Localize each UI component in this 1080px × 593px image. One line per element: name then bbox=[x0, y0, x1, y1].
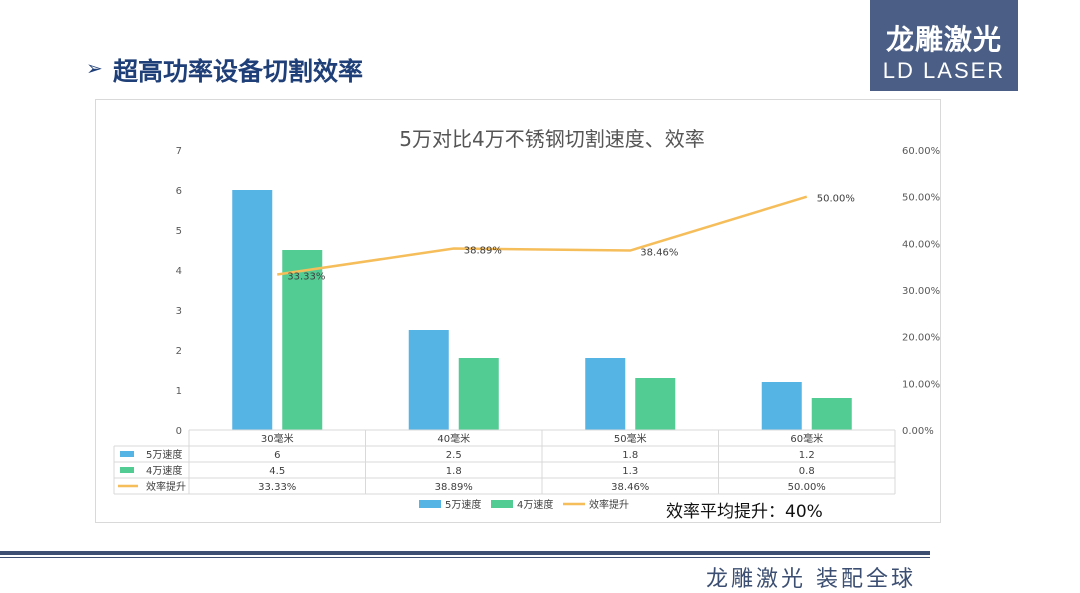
y-right-tick-label: 60.00% bbox=[902, 146, 940, 157]
table-cell-value: 33.33% bbox=[258, 482, 296, 493]
chart-container: 5万对比4万不锈钢切割速度、效率 0 1 2 3 4 5 6 7 0.00% 10.00% 20.00… bbox=[95, 99, 941, 523]
table-cell-value: 4.5 bbox=[269, 466, 285, 477]
footer-divider-thin bbox=[0, 557, 930, 558]
table-cell-value: 38.46% bbox=[611, 482, 649, 493]
table-cell-value: 2.5 bbox=[446, 450, 462, 461]
footer-divider bbox=[0, 551, 930, 555]
chart-title: 5万对比4万不锈钢切割速度、效率 bbox=[399, 127, 704, 151]
legend-label: 5万速度 bbox=[445, 498, 481, 511]
title-arrow-icon: ➢ bbox=[86, 56, 103, 80]
table-legend-swatch bbox=[120, 467, 134, 473]
y-right-tick-label: 30.00% bbox=[902, 286, 940, 297]
efficiency-data-label: 50.00% bbox=[817, 194, 855, 205]
legend-label: 效率提升 bbox=[589, 498, 629, 511]
x-category-label: 50毫米 bbox=[614, 432, 647, 445]
bar-series-a bbox=[232, 190, 273, 430]
legend-swatch bbox=[491, 500, 513, 508]
bar-series-b bbox=[458, 358, 499, 430]
table-series-name: 效率提升 bbox=[146, 480, 186, 493]
bar-series-a bbox=[408, 330, 449, 430]
table-cell-value: 1.2 bbox=[799, 450, 815, 461]
legend-swatch bbox=[419, 500, 441, 508]
x-category-label: 60毫米 bbox=[790, 432, 823, 445]
logo-chinese-text: 龙雕激光 bbox=[885, 23, 1002, 56]
y-left-tick-label: 1 bbox=[176, 386, 182, 397]
efficiency-data-label: 38.46% bbox=[640, 248, 678, 259]
table-cell-value: 38.89% bbox=[435, 482, 473, 493]
average-improvement-note: 效率平均提升：40% bbox=[666, 502, 823, 522]
table-cell-value: 6 bbox=[274, 450, 280, 461]
slide-title: 超高功率设备切割效率 bbox=[113, 57, 364, 86]
table-cell-value: 50.00% bbox=[788, 482, 826, 493]
bar-series-a bbox=[761, 382, 802, 430]
y-right-tick-label: 40.00% bbox=[902, 239, 940, 250]
efficiency-data-label: 33.33% bbox=[287, 271, 325, 282]
x-category-label: 40毫米 bbox=[437, 432, 470, 445]
y-left-tick-label: 4 bbox=[176, 266, 182, 277]
combo-chart: 5万对比4万不锈钢切割速度、效率 0 1 2 3 4 5 6 7 0.00% 10.00% 20.00… bbox=[113, 127, 940, 511]
table-cell-value: 0.8 bbox=[799, 466, 815, 477]
table-cell-value: 1.3 bbox=[622, 466, 638, 477]
table-series-name: 4万速度 bbox=[146, 464, 182, 477]
y-left-tick-label: 5 bbox=[176, 226, 182, 237]
y-left-tick-label: 6 bbox=[176, 186, 182, 197]
brand-logo: 龙雕激光 LD LASER bbox=[870, 0, 1018, 91]
x-category-label: 30毫米 bbox=[261, 432, 294, 445]
footer-slogan: 龙雕激光 装配全球 bbox=[706, 567, 916, 592]
efficiency-line bbox=[277, 195, 808, 276]
bar-series-b bbox=[811, 398, 852, 430]
y-right-tick-label: 50.00% bbox=[902, 193, 940, 204]
y-right-tick-label: 0.00% bbox=[902, 426, 934, 437]
legend-label: 4万速度 bbox=[517, 498, 553, 511]
bar-series-b bbox=[635, 378, 676, 430]
bar-series-b bbox=[282, 250, 323, 430]
y-left-tick-label: 3 bbox=[176, 306, 182, 317]
table-series-name: 5万速度 bbox=[146, 448, 182, 461]
table-cell-value: 1.8 bbox=[622, 450, 638, 461]
table-legend-swatch bbox=[120, 451, 134, 457]
y-right-tick-label: 10.00% bbox=[902, 379, 940, 390]
y-left-tick-label: 0 bbox=[176, 426, 182, 437]
table-cell-value: 1.8 bbox=[446, 466, 462, 477]
y-right-tick-label: 20.00% bbox=[902, 333, 940, 344]
bar-series-a bbox=[585, 358, 626, 430]
logo-english-text: LD LASER bbox=[882, 58, 1006, 83]
efficiency-data-label: 38.89% bbox=[464, 246, 502, 257]
y-left-tick-label: 2 bbox=[176, 346, 182, 357]
y-left-tick-label: 7 bbox=[176, 146, 182, 157]
